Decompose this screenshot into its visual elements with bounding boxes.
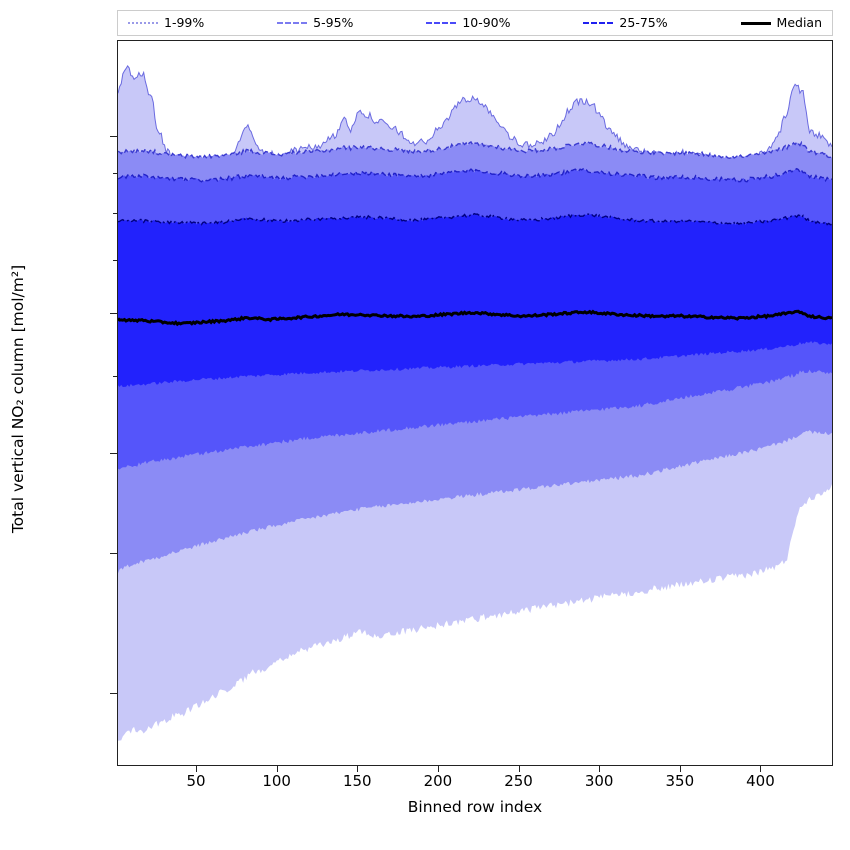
x-tick-label: 150 [342,772,372,790]
legend-swatch-1-99 [128,22,158,24]
legend-item-10-90[interactable]: 10-90% [426,14,511,30]
x-tick-mark [437,766,439,772]
legend-swatch-median [740,21,771,25]
x-tick-label: 50 [186,772,206,790]
y-tick-minor [113,552,117,554]
y-tick-minor [113,375,117,377]
x-tick-label: 200 [423,772,453,790]
x-tick-label: 350 [665,772,695,790]
legend-label-5-95: 5-95% [313,14,354,30]
legend-item-1-99[interactable]: 1-99% [128,14,205,30]
band-edge-upper-10-90% [118,167,832,183]
legend-item-25-75[interactable]: 25-75% [583,14,668,30]
legend-swatch-25-75 [583,22,614,24]
plot-canvas [118,65,832,741]
legend-label-median: Median [776,14,822,30]
y-tick-minor [113,136,117,138]
x-tick-label: 100 [262,772,291,790]
x-axis-label: Binned row index [407,798,543,816]
y-tick-minor [113,259,117,261]
plot-area [117,40,833,766]
legend-swatch-10-90 [426,22,457,24]
y-tick-minor [113,312,117,314]
y-tick-minor [113,172,117,174]
y-axis-label: Total vertical NO₂ column [mol/m²] [9,264,27,534]
x-tick-mark [196,766,198,772]
chart-legend: 1-99% 5-95% 10-90% 25-75% Median [117,10,833,36]
median-line [118,309,832,327]
y-tick-minor [113,693,117,695]
x-tick-label: 250 [504,772,533,790]
band-edge-upper-25-75% [118,212,832,227]
y-tick-minor [113,213,117,215]
x-tick-mark [760,766,762,772]
x-tick-mark [357,766,359,772]
x-tick-mark [599,766,601,772]
y-tick-minor [113,453,117,455]
legend-item-median[interactable]: Median [740,14,822,30]
legend-swatch-5-95 [277,22,308,24]
x-tick-label: 400 [746,772,775,790]
x-tick-mark [276,766,278,772]
x-tick-label: 300 [584,772,614,790]
band-edge-upper-5-95% [118,140,832,160]
x-tick-mark [679,766,681,772]
legend-label-25-75: 25-75% [619,14,668,30]
band-fill-25-75% [118,213,832,388]
legend-label-1-99: 1-99% [164,14,205,30]
legend-item-5-95[interactable]: 5-95% [277,14,354,30]
legend-label-10-90: 10-90% [462,14,511,30]
x-tick-mark [518,766,520,772]
